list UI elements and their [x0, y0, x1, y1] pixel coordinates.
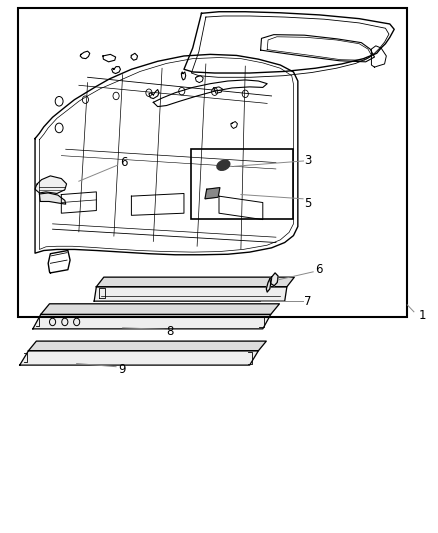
Bar [191, 149, 293, 219]
Polygon shape [20, 351, 258, 365]
Text: 7: 7 [304, 295, 312, 308]
Polygon shape [39, 193, 66, 204]
Polygon shape [94, 287, 287, 301]
Text: 1: 1 [418, 309, 426, 322]
Polygon shape [270, 273, 278, 286]
Polygon shape [96, 277, 294, 287]
Polygon shape [41, 304, 279, 314]
Polygon shape [28, 341, 266, 351]
Polygon shape [33, 314, 271, 329]
Text: 9: 9 [118, 363, 126, 376]
Text: 8: 8 [166, 325, 174, 338]
Text: 6: 6 [315, 263, 323, 276]
Ellipse shape [217, 160, 230, 171]
Text: 3: 3 [304, 155, 312, 167]
Polygon shape [266, 279, 272, 292]
Text: 5: 5 [304, 197, 312, 210]
Polygon shape [205, 188, 220, 199]
Bar [18, 8, 407, 317]
Text: 6: 6 [120, 156, 128, 169]
Polygon shape [35, 176, 67, 193]
